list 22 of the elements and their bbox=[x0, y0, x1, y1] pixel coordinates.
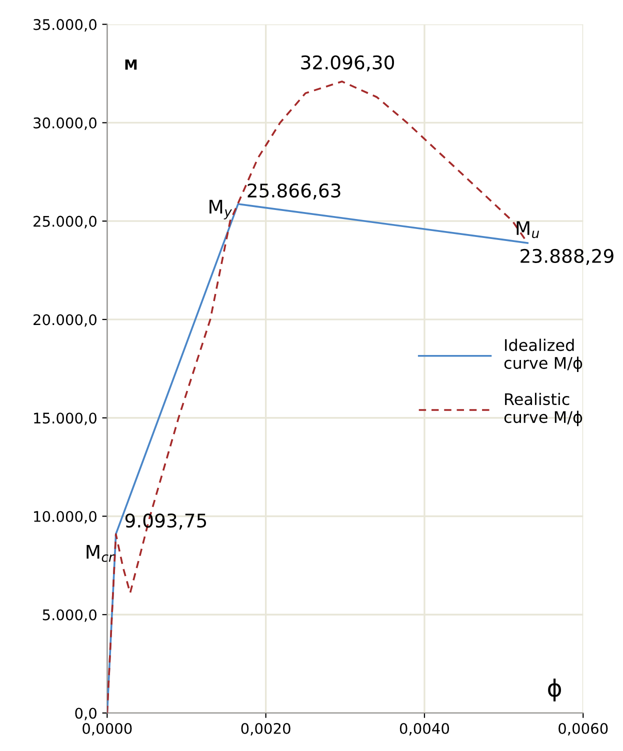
annotation: M$_{u}$ bbox=[516, 221, 540, 238]
y-tick-label: 25.000,0 bbox=[34, 216, 96, 228]
legend-label: Idealized curve M/ϕ bbox=[504, 338, 582, 372]
y-tick-label: 5.000,0 bbox=[42, 609, 96, 622]
x-tick-label: 0,0020 bbox=[241, 722, 290, 736]
annotation: 32.096,30 bbox=[301, 55, 394, 72]
annotation: 23.888,29 bbox=[520, 248, 614, 265]
y-tick-label: 0,0 bbox=[75, 708, 96, 720]
y-tick-label: 10.000,0 bbox=[34, 510, 96, 524]
x-tick-label: 0,0060 bbox=[558, 722, 608, 736]
legend-label: Realistic curve M/ϕ bbox=[504, 392, 582, 426]
y-tick-label: 15.000,0 bbox=[34, 412, 96, 426]
x-axis-title: ϕ bbox=[548, 678, 561, 702]
annotation: 9.093,75 bbox=[125, 513, 206, 530]
x-tick-label: 0,0040 bbox=[400, 722, 450, 736]
annotation: 25.866,63 bbox=[248, 183, 340, 200]
annotation: M$_{y}$ bbox=[210, 200, 232, 220]
y-tick-label: 30.000,0 bbox=[34, 117, 96, 130]
y-axis-title: M bbox=[125, 60, 137, 70]
x-tick-label: 0,0000 bbox=[82, 722, 132, 736]
y-tick-label: 20.000,0 bbox=[34, 314, 96, 327]
y-tick-label: 35.000,0 bbox=[34, 19, 96, 32]
